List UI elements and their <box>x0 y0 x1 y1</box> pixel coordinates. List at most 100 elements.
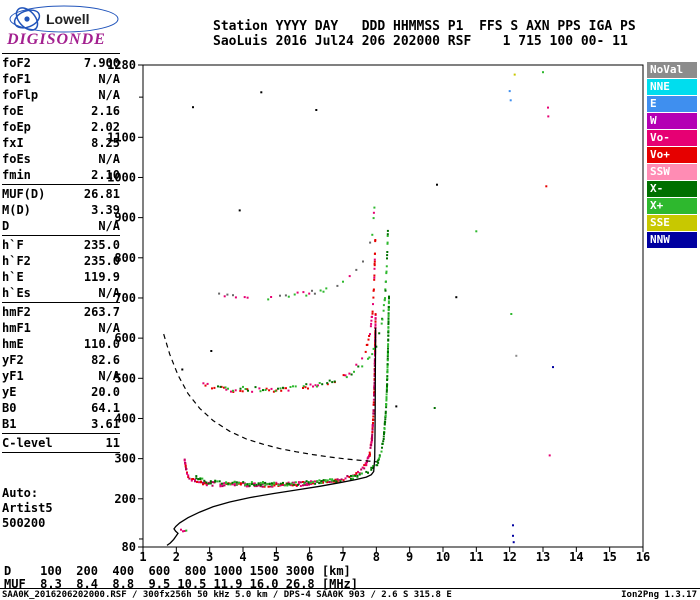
parameter-row: foEs N/A <box>2 151 120 167</box>
parameter-value: N/A <box>98 321 120 335</box>
logo-brand-bottom: DIGISONDE <box>6 31 106 48</box>
y-axis-ticks: 1280 1100 1000 900 800 700 600 500 400 300 200 80 <box>107 58 143 554</box>
autoscaling-line: Auto: <box>2 486 39 500</box>
muf-distance-table: D 100 200 400 600 800 1000 1500 3000 [km… <box>4 565 358 591</box>
series-x-mode-2nd-hop <box>217 229 389 393</box>
legend-item-label: Vo+ <box>650 148 670 161</box>
legend-item-label: NoVal <box>650 63 684 76</box>
y-tick-label: 600 <box>114 331 136 345</box>
x-tick-label: 9 <box>406 550 413 564</box>
x-tick-label: 12 <box>502 550 516 564</box>
muf-row: MUF 8.3 8.4 8.8 9.5 10.5 11.9 16.0 26.8 … <box>4 577 359 591</box>
parameter-value: 3.39 <box>91 203 120 217</box>
x-tick-label: 3 <box>206 550 213 564</box>
parameter-label: M(D) <box>2 203 31 217</box>
parameter-value: 2.10 <box>91 168 120 182</box>
parameter-row: h`F2 235.0 <box>2 253 120 269</box>
parameter-label: foEp <box>2 120 31 134</box>
parameter-value: 7.900 <box>83 56 120 70</box>
parameter-row: fxI 8.25 <box>2 135 120 151</box>
parameter-row: B1 3.61 <box>2 416 120 432</box>
parameter-label: yF1 <box>2 369 24 383</box>
parameter-row: fmin 2.10 <box>2 167 120 183</box>
parameter-rows: C-level 11 <box>2 435 120 451</box>
x-tick-label: 10 <box>436 550 450 564</box>
legend-item-label: NNW <box>650 233 670 246</box>
parameter-label: MUF(D) <box>2 187 46 201</box>
parameter-label: h`E <box>2 270 24 284</box>
parameter-value: 235.0 <box>83 254 120 268</box>
y-tick-label: 900 <box>114 211 136 225</box>
parameter-row: yF1 N/A <box>2 368 120 384</box>
plot-frame <box>142 64 644 548</box>
x-tick-label: 11 <box>469 550 483 564</box>
parameter-row: C-level 11 <box>2 435 120 451</box>
x-tick-label: 5 <box>273 550 280 564</box>
parameter-value: 82.6 <box>91 353 120 367</box>
autoscaling-line: 500200 <box>2 516 46 530</box>
header-line-values: SaoLuis 2016 Jul24 206 202000 RSF 1 715 … <box>213 34 628 49</box>
lowell-digisonde-logo: Lowell DIGISONDE <box>6 4 138 50</box>
parameter-value: 263.7 <box>83 305 120 319</box>
parameter-label: yE <box>2 385 17 399</box>
x-axis-ticks: 1 2 3 4 5 6 7 8 9 10 11 12 13 14 15 16 <box>139 547 650 564</box>
parameter-label: foF1 <box>2 72 31 86</box>
y-tick-label: 800 <box>114 251 136 265</box>
parameter-label: hmF2 <box>2 305 31 319</box>
logo-brand-top: Lowell <box>46 11 90 27</box>
parameter-label: foFlp <box>2 88 39 102</box>
x-tick-label: 4 <box>239 550 246 564</box>
parameter-value: 20.0 <box>91 385 120 399</box>
parameter-value: 119.9 <box>83 270 120 284</box>
x-tick-label: 7 <box>339 550 346 564</box>
distance-row: D 100 200 400 600 800 1000 1500 3000 [km… <box>4 564 351 578</box>
parameter-value: 2.02 <box>91 120 120 134</box>
parameter-row: foEp 2.02 <box>2 119 120 135</box>
legend-item: X- <box>647 181 697 197</box>
parameter-row: foFlp N/A <box>2 87 120 103</box>
series-stray-echo-points <box>181 71 554 544</box>
legend-item: NoVal <box>647 62 697 78</box>
parameter-value: 26.81 <box>83 187 120 201</box>
series-e-region-echo <box>180 528 188 533</box>
parameter-row: foE 2.16 <box>2 103 120 119</box>
parameter-row: B0 64.1 <box>2 400 120 416</box>
legend-item: W <box>647 113 697 129</box>
parameter-label: h`Es <box>2 286 31 300</box>
legend-item-label: SSW <box>650 165 670 178</box>
parameter-row: hmE 110.0 <box>2 336 120 352</box>
x-tick-label: 1 <box>139 550 146 564</box>
logo-oval-ring <box>9 5 119 33</box>
legend-item: Vo+ <box>647 147 697 163</box>
y-tick-label: 1100 <box>107 130 136 144</box>
orbit-icon <box>13 9 41 29</box>
parameter-value: 3.61 <box>91 417 120 431</box>
y-tick-label: 200 <box>114 492 136 506</box>
parameter-value: 64.1 <box>91 401 120 415</box>
legend-item-label: X+ <box>650 199 664 212</box>
parameter-row: h`F 235.0 <box>2 237 120 253</box>
program-version: Ion2Png 1.3.17 <box>621 590 697 600</box>
parameter-group: foF2 7.900 foF1 N/A foFlp N/A foE <box>2 54 120 185</box>
parameter-value: 235.0 <box>83 238 120 252</box>
legend-item-label: E <box>650 97 657 110</box>
measurement-file-info: SAA0K_2016206202000.RSF / 300fx256h 50 k… <box>2 590 452 600</box>
parameter-row: h`Es N/A <box>2 285 120 301</box>
parameter-row: foF2 7.900 <box>2 55 120 71</box>
parameter-group: MUF(D) 26.81 M(D) 3.39 D N/A <box>2 185 120 236</box>
parameter-row: hmF1 N/A <box>2 320 120 336</box>
x-tick-label: 16 <box>636 550 650 564</box>
parameter-rows: MUF(D) 26.81 M(D) 3.39 D N/A <box>2 186 120 234</box>
parameter-panel: foF2 7.900 foF1 N/A foFlp N/A foE <box>2 53 120 453</box>
legend-item: Vo- <box>647 130 697 146</box>
parameter-value: 110.0 <box>83 337 120 351</box>
parameter-value: 8.25 <box>91 136 120 150</box>
x-tick-label: 2 <box>173 550 180 564</box>
parameter-row: MUF(D) 26.81 <box>2 186 120 202</box>
series-x-mode-1st-hop <box>195 295 390 487</box>
parameter-row: yF2 82.6 <box>2 352 120 368</box>
autoscaling-line: Artist5 <box>2 501 53 515</box>
y-tick-label: 500 <box>114 371 136 385</box>
parameter-row: hmF2 263.7 <box>2 304 120 320</box>
autoscaling-info: Auto: Artist5 500200 <box>2 486 120 531</box>
